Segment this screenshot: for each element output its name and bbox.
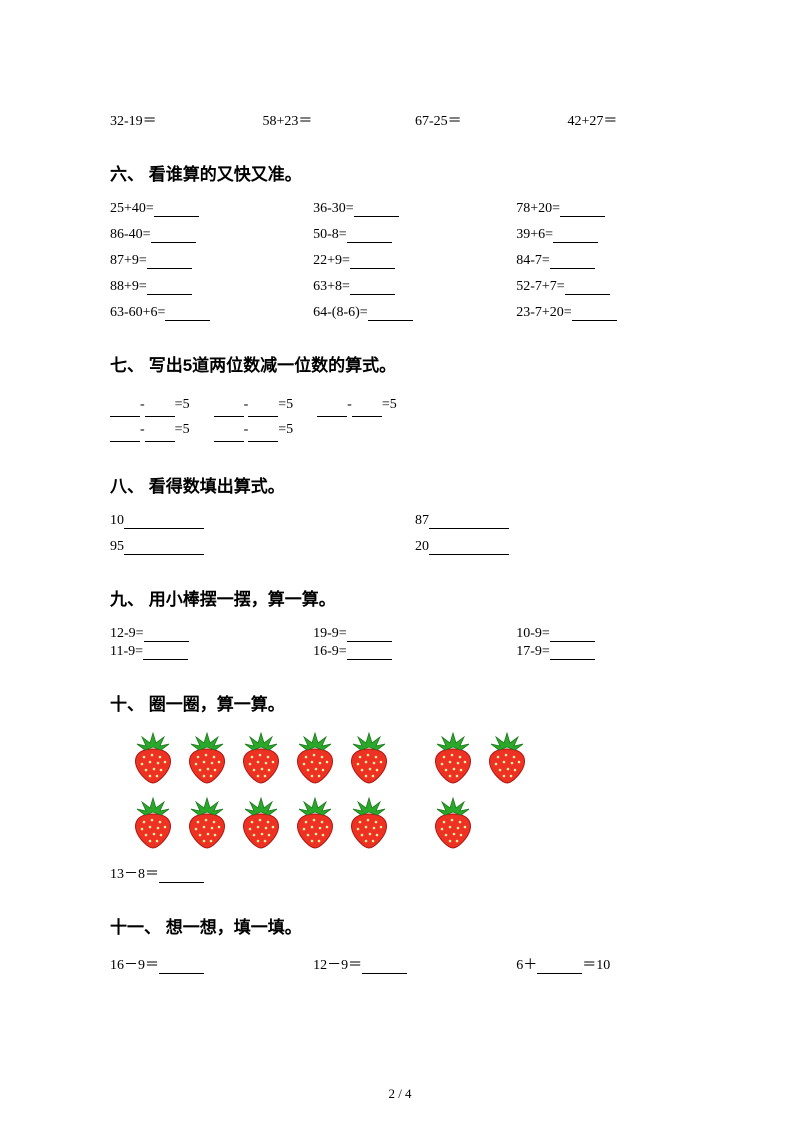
equation: 23-7+20= <box>516 305 719 321</box>
equation: 50-8= <box>313 227 516 243</box>
answer-blank <box>572 306 617 321</box>
answer-blank <box>159 959 204 974</box>
equation: 84-7= <box>516 253 719 269</box>
section-9-title: 九、 用小棒摆一摆，算一算。 <box>110 585 720 610</box>
equation-text: 13－8＝ <box>110 867 159 882</box>
answer-blank <box>347 645 392 660</box>
answer-blank <box>368 306 413 321</box>
strawberry-figure <box>126 731 720 855</box>
answer-blank <box>347 627 392 642</box>
equation: 67-25＝ <box>415 110 568 130</box>
equation: 12-9= <box>110 626 313 642</box>
fill-equation: 10 <box>110 513 415 529</box>
strawberry-icon <box>290 796 340 855</box>
answer-blank <box>350 254 395 269</box>
equation: 32-19＝ <box>110 110 263 130</box>
answer-blank <box>429 540 509 555</box>
equation: 42+27＝ <box>568 110 721 130</box>
answer-blank <box>144 627 189 642</box>
section-7-title: 七、 写出5道两位数减一位数的算式。 <box>110 351 720 376</box>
equation: 86-40= <box>110 227 313 243</box>
answer-blank <box>354 202 399 217</box>
answer-blank <box>565 280 610 295</box>
section-8-title: 八、 看得数填出算式。 <box>110 472 720 497</box>
fill-equation: 87 <box>415 513 720 529</box>
equation: 87+9= <box>110 253 313 269</box>
answer-blank <box>151 228 196 243</box>
strawberry-icon <box>182 731 232 790</box>
fill-equation: 20 <box>415 539 720 555</box>
answer-blank <box>159 868 204 883</box>
answer-blank <box>154 202 199 217</box>
fill-equation: -=5 <box>317 392 397 417</box>
equation: 6＋＝10 <box>516 954 719 974</box>
section-10-title: 十、 圈一圈，算一算。 <box>110 690 720 715</box>
answer-blank <box>147 254 192 269</box>
fill-equation: -=5 <box>110 417 190 442</box>
answer-blank <box>550 627 595 642</box>
answer-blank <box>147 280 192 295</box>
equation: 39+6= <box>516 227 719 243</box>
strawberry-icon <box>482 731 532 790</box>
fill-equation: -=5 <box>214 392 294 417</box>
equation: 58+23＝ <box>263 110 416 130</box>
equation: 11-9= <box>110 644 313 660</box>
answer-blank <box>347 228 392 243</box>
answer-blank <box>560 202 605 217</box>
strawberry-icon <box>236 731 286 790</box>
strawberry-icon <box>128 731 178 790</box>
answer-blank <box>124 540 204 555</box>
section-11-row: 16－9＝ 12－9＝ 6＋＝10 <box>110 954 720 974</box>
answer-blank <box>553 228 598 243</box>
fill-equation: -=5 <box>110 392 190 417</box>
answer-blank <box>165 306 210 321</box>
equation: 17-9= <box>516 644 719 660</box>
strawberry-icon <box>182 796 232 855</box>
section-11-title: 十一、 想一想，填一填。 <box>110 913 720 938</box>
section-8-body: 10879520 <box>110 513 720 555</box>
equation: 12－9＝ <box>313 954 516 974</box>
equation: 78+20= <box>516 201 719 217</box>
answer-blank <box>362 959 407 974</box>
page-number: 2 / 4 <box>0 1086 800 1102</box>
answer-blank <box>537 959 582 974</box>
equation: 19-9= <box>313 626 516 642</box>
fill-equation: 95 <box>110 539 415 555</box>
equation: 16－9＝ <box>110 954 313 974</box>
equation: 64-(8-6)= <box>313 305 516 321</box>
strawberry-icon <box>128 796 178 855</box>
answer-blank <box>124 514 204 529</box>
answer-blank <box>143 645 188 660</box>
strawberry-icon <box>344 796 394 855</box>
answer-blank <box>550 645 595 660</box>
top-equation-row: 32-19＝ 58+23＝ 67-25＝ 42+27＝ <box>110 110 720 130</box>
section-6-title: 六、 看谁算的又快又准。 <box>110 160 720 185</box>
section-7-body: -=5-=5-=5 -=5-=5 <box>110 392 720 442</box>
strawberry-icon <box>290 731 340 790</box>
equation: 16-9= <box>313 644 516 660</box>
strawberry-icon <box>236 796 286 855</box>
section-9-body: 12-9=19-9=10-9= 11-9=16-9=17-9= <box>110 626 720 660</box>
equation: 36-30= <box>313 201 516 217</box>
strawberry-icon <box>344 731 394 790</box>
answer-blank <box>350 280 395 295</box>
fill-equation: -=5 <box>214 417 294 442</box>
equation: 22+9= <box>313 253 516 269</box>
section-10-equation: 13－8＝ <box>110 863 720 883</box>
answer-blank <box>550 254 595 269</box>
section-6-body: 25+40=36-30=78+20=86-40=50-8=39+6=87+9=2… <box>110 201 720 321</box>
answer-blank <box>429 514 509 529</box>
equation: 88+9= <box>110 279 313 295</box>
equation: 63-60+6= <box>110 305 313 321</box>
strawberry-icon <box>428 796 478 855</box>
strawberry-icon <box>428 731 478 790</box>
equation: 25+40= <box>110 201 313 217</box>
equation: 10-9= <box>516 626 719 642</box>
equation: 63+8= <box>313 279 516 295</box>
equation: 52-7+7= <box>516 279 719 295</box>
